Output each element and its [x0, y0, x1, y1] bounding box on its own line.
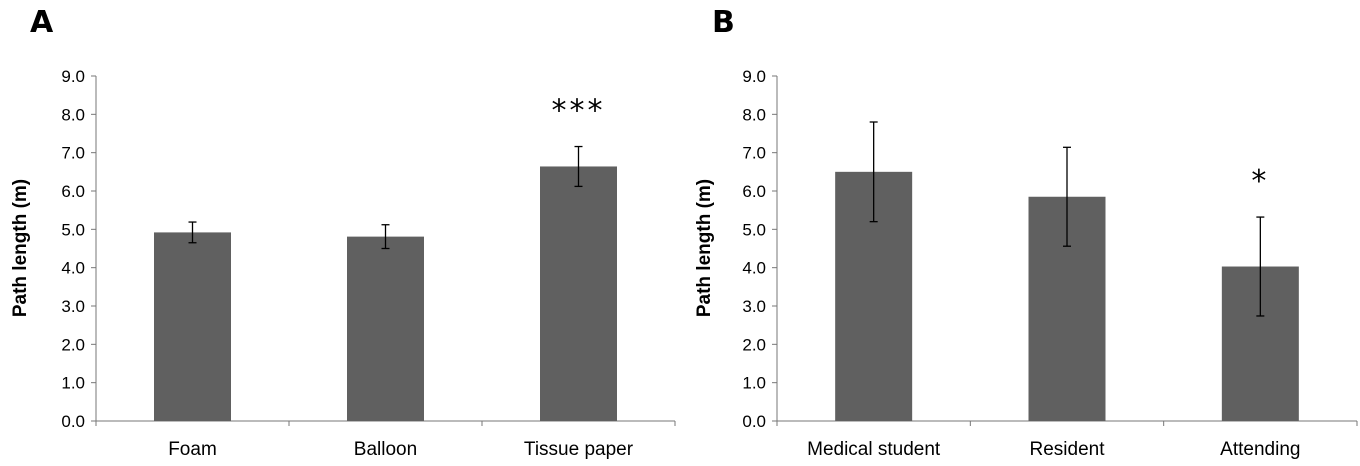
panel-a-error-bar-2 — [381, 224, 390, 250]
y-axis-label-b: Path length (m) — [694, 179, 715, 317]
panel-b: B Path length (m) 0.0 1.0 2.0 3.0 4.0 5.0 6.0 7… — [694, 5, 1358, 460]
panel-a-y-tick-label: 8.0 — [61, 105, 85, 124]
panel-a-y-tick-label: 6.0 — [61, 182, 85, 201]
panel-b-y-tick-label: 9.0 — [742, 67, 766, 86]
panel-a-error-bar-3 — [574, 145, 583, 188]
panel-b-error-bar-1 — [869, 121, 878, 223]
panel-a-category-label: Balloon — [354, 439, 417, 460]
y-axis-label-a: Path length (m) — [10, 179, 31, 317]
panel-a-y-tick-label: 1.0 — [61, 374, 85, 393]
panel-a-y-tick-label: 4.0 — [61, 259, 85, 278]
panel-letter-b: B — [712, 5, 735, 40]
panel-b-category-label: Attending — [1220, 439, 1300, 460]
panel-letter-a: A — [30, 5, 54, 40]
panel-a-y-tick-label: 0.0 — [61, 412, 85, 431]
panel-a-y-tick-label: 3.0 — [61, 297, 85, 316]
panel-a-significance-annotation: *** — [552, 94, 606, 129]
panel-b-error-bar-3 — [1256, 216, 1265, 317]
panel-b-y-tick-label: 7.0 — [742, 144, 766, 163]
panel-b-y-tick-label: 3.0 — [742, 297, 766, 316]
panel-b-y-tick-label: 4.0 — [742, 259, 766, 278]
panel-a-bar-3 — [540, 166, 617, 421]
panel-a-y-tick-label: 5.0 — [61, 220, 85, 239]
panel-a-error-bar-1 — [188, 221, 197, 244]
panel-b-y-tick-label: 2.0 — [742, 335, 766, 354]
panel-b-category-label: Medical student — [807, 439, 941, 460]
panel-a-bar-1 — [154, 232, 231, 421]
panel-a-bar-2 — [347, 236, 424, 421]
panel-b-y-tick-label: 6.0 — [742, 182, 766, 201]
panel-b-error-bar-2 — [1063, 146, 1071, 247]
panel-b-category-label: Resident — [1030, 439, 1106, 460]
panel-b-significance-annotation: * — [1251, 164, 1269, 199]
panel-b-y-tick-label: 5.0 — [742, 220, 766, 239]
panel-a-category-label: Foam — [168, 439, 217, 460]
panel-a-category-label: Tissue paper — [524, 439, 634, 460]
panel-b-y-tick-label: 8.0 — [742, 105, 766, 124]
panel-a: A Path length (m) 0.0 1.0 2.0 3.0 4.0 5.0 6.0 7… — [10, 5, 676, 460]
panel-a-y-tick-label: 9.0 — [61, 67, 85, 86]
panel-b-y-tick-label: 1.0 — [742, 374, 766, 393]
panel-b-y-tick-label: 0.0 — [742, 412, 766, 431]
panel-a-y-tick-label: 7.0 — [61, 144, 85, 163]
panel-a-y-tick-label: 2.0 — [61, 335, 85, 354]
